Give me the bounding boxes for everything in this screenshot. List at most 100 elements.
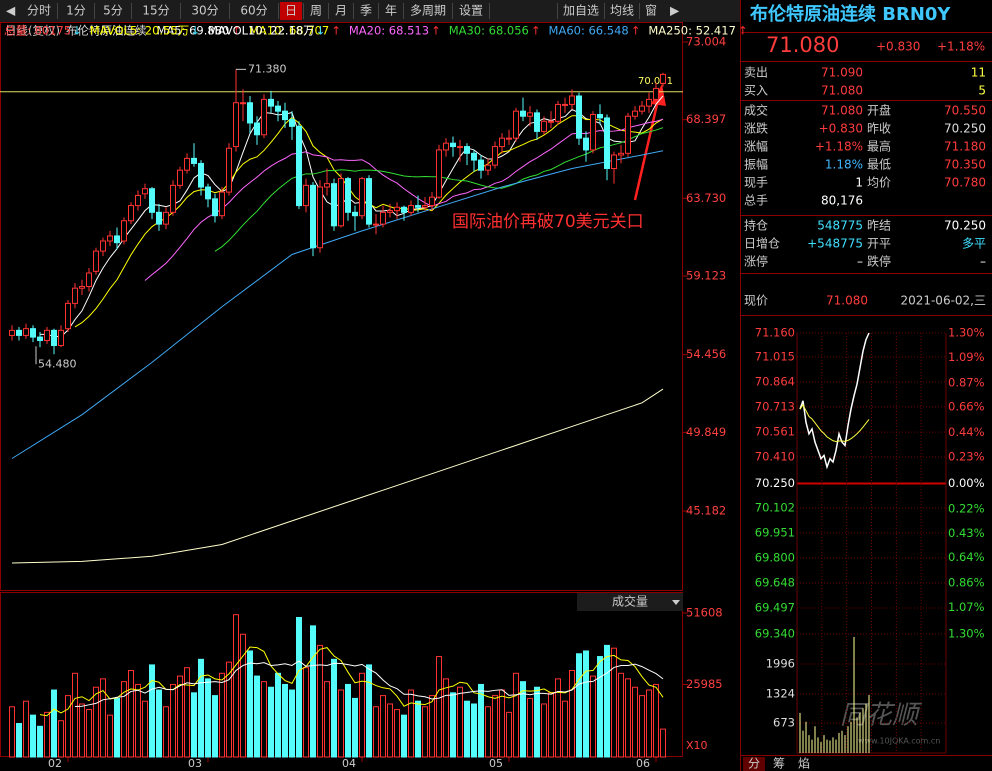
candle-body — [345, 178, 351, 213]
volume-bar — [443, 678, 449, 758]
volume-bar — [23, 700, 29, 758]
toolbar-button[interactable]: 季 — [360, 4, 372, 18]
pct-tick-label: 0.23% — [948, 449, 985, 463]
y-tick-label: 73.004 — [686, 34, 726, 48]
toolbar-forward[interactable]: ▶ — [670, 4, 680, 18]
toolbar-button[interactable]: 设置 — [459, 4, 483, 18]
volume-bar — [506, 711, 512, 758]
candle-body — [541, 120, 547, 132]
y-tick-label: 59.123 — [686, 269, 726, 283]
candle-body — [114, 235, 120, 244]
pct-tick-label: 0.86% — [948, 576, 985, 590]
toolbar-button[interactable]: 30分 — [191, 4, 218, 18]
candle-body — [583, 137, 589, 151]
volume-bar — [646, 689, 652, 758]
quote-label: 振幅 — [744, 157, 768, 172]
candle-body — [135, 194, 141, 207]
quote-value: 70.250 — [944, 219, 986, 233]
volume-bar — [51, 689, 57, 758]
candle-body — [548, 120, 554, 123]
candle-body — [555, 103, 561, 122]
volume-bar — [520, 681, 526, 758]
quote-label: 最低 — [867, 158, 891, 172]
legend-item: ↑ — [531, 24, 541, 38]
volume-bar — [79, 703, 85, 758]
toolbar-button[interactable]: 加自选 — [563, 4, 599, 18]
volume-bar — [597, 656, 603, 758]
toolbar-button[interactable]: 窗 — [645, 4, 657, 18]
toolbar-button[interactable]: 日 — [285, 4, 297, 18]
y-tick-label: 45.182 — [686, 504, 726, 518]
toolbar-button[interactable]: 5分 — [103, 4, 123, 18]
candle-body — [478, 159, 484, 171]
candle-body — [527, 112, 533, 117]
toolbar-back[interactable]: ◀ — [6, 4, 16, 18]
annotation: 国际油价再破70美元关口 — [452, 212, 644, 232]
candle-body — [100, 240, 106, 252]
toolbar-button[interactable]: 月 — [335, 4, 347, 18]
toolbar-button[interactable]: 多周期 — [410, 4, 446, 18]
toolbar-button[interactable]: 年 — [385, 4, 397, 18]
quote-value: +548775 — [807, 237, 863, 251]
toolbar-button[interactable]: 均线 — [610, 4, 634, 18]
candle-body — [534, 112, 540, 132]
candle-body — [156, 211, 162, 225]
volume-bar — [100, 678, 106, 758]
legend-item: ↑ — [331, 24, 341, 38]
tab[interactable]: 分 — [748, 757, 760, 771]
candle-body — [30, 328, 36, 338]
tab[interactable]: 焰 — [798, 756, 810, 771]
toolbar-button[interactable]: 周 — [310, 4, 322, 18]
candle-body — [51, 329, 57, 347]
y-tick-label: 49.849 — [686, 425, 726, 439]
toolbar-button[interactable]: 60分 — [240, 4, 267, 18]
volume-bar — [233, 614, 239, 758]
volume-bar — [324, 681, 330, 758]
volume-bar — [317, 644, 323, 758]
vol-tick-label: 673 — [773, 715, 795, 729]
pct-tick-label: 0.00% — [948, 476, 985, 490]
volume-bar — [527, 697, 533, 758]
intraday-date: 2021-06-02,三 — [900, 294, 986, 308]
pct-tick-label: 0.44% — [948, 425, 985, 439]
volume-bar — [387, 703, 393, 758]
quote-price: 71.080 — [766, 33, 839, 57]
volume-ma-line — [74, 660, 664, 707]
quote-value: 多平 — [962, 237, 986, 251]
candle-body — [569, 95, 575, 105]
pct-tick-label: 0.43% — [948, 526, 985, 540]
quote-value: 70.780 — [944, 176, 986, 190]
dropdown[interactable] — [577, 593, 683, 611]
volume-bar — [604, 644, 610, 758]
price-tick-label: 70.250 — [755, 476, 795, 490]
quote-value: – — [980, 255, 986, 269]
volume-bar — [128, 669, 134, 758]
candle-body — [492, 146, 498, 166]
candle-body — [464, 146, 470, 154]
volume-bar — [205, 678, 211, 758]
quote-label: 涨幅 — [744, 139, 768, 154]
toolbar-button[interactable]: 15分 — [142, 4, 169, 18]
toolbar-button[interactable]: 分时 — [27, 4, 51, 18]
watermark-logo: 同花顺 — [840, 701, 923, 731]
volume-bar — [632, 686, 638, 758]
candle-body — [275, 105, 281, 112]
legend-item: MA5: 69.880 — [156, 24, 229, 38]
quote-label: 开平 — [867, 237, 891, 251]
volume-bar — [289, 689, 295, 758]
candle-body — [317, 186, 323, 249]
pct-tick-label: 1.09% — [948, 350, 985, 364]
volume-bar — [163, 706, 169, 758]
volume-bar — [226, 661, 232, 758]
tab[interactable]: 筹 — [773, 757, 785, 771]
multiplier: X10 — [686, 739, 708, 752]
dropdown-label[interactable]: 成交量 — [612, 594, 648, 609]
legend-item: MA60: 66.548 — [549, 24, 629, 38]
candle-body — [359, 178, 365, 217]
volume-bar — [569, 669, 575, 758]
intraday-price-line — [799, 332, 870, 470]
toolbar-button[interactable]: 1分 — [66, 4, 86, 18]
volume-bar — [149, 664, 155, 758]
candle-body — [37, 336, 43, 341]
